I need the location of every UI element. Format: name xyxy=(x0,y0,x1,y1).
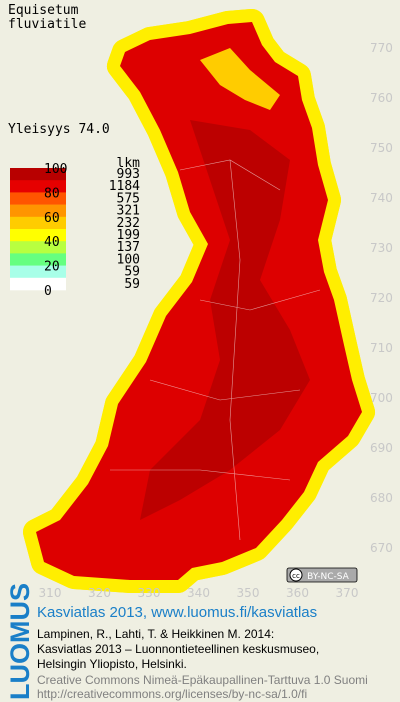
x-label: 320 xyxy=(88,586,111,600)
borders xyxy=(110,159,321,541)
y-label: 710 xyxy=(370,341,393,355)
y-label: 720 xyxy=(370,291,393,305)
count: 575 xyxy=(117,191,140,206)
scale-label: 0 xyxy=(44,284,52,299)
x-label: 360 xyxy=(286,586,309,600)
map-dark xyxy=(140,120,310,520)
count: 59 xyxy=(124,277,140,292)
x-label: 330 xyxy=(138,586,161,600)
x-label: 340 xyxy=(187,586,210,600)
scale-label: 80 xyxy=(44,186,60,201)
count: 993 xyxy=(117,167,140,182)
scale-label: 20 xyxy=(44,260,60,275)
legend-swatch xyxy=(10,204,66,218)
count: 100 xyxy=(117,252,140,267)
legend-swatch xyxy=(10,192,66,205)
citation: Kasviatlas 2013 – Luonnontieteellinen ke… xyxy=(37,642,319,656)
count: 137 xyxy=(117,240,140,255)
legend-swatch xyxy=(10,180,66,193)
legend-swatch xyxy=(10,241,66,254)
y-label: 700 xyxy=(370,391,393,405)
y-label: 750 xyxy=(370,141,393,155)
y-label: 760 xyxy=(370,91,393,105)
y-label: 670 xyxy=(370,541,393,555)
species-name: Equisetum xyxy=(8,3,79,18)
legend-swatch xyxy=(10,229,66,242)
frequency: Yleisyys 74.0 xyxy=(8,122,110,137)
count: 1184 xyxy=(109,179,140,194)
legend-swatch xyxy=(10,216,66,230)
x-label: 370 xyxy=(336,586,359,600)
legend-swatch xyxy=(10,277,66,291)
link[interactable]: Kasviatlas 2013, www.luomus.fi/kasviatla… xyxy=(37,604,317,621)
citation: Helsingin Yliopisto, Helsinki. xyxy=(37,657,187,671)
count: 321 xyxy=(117,204,140,219)
count: 59 xyxy=(124,265,140,280)
license-url[interactable]: http://creativecommons.org/licenses/by-n… xyxy=(37,687,307,701)
license-text: Creative Commons Nimeä-Epäkaupallinen-Ta… xyxy=(37,673,368,687)
count-header: lkm xyxy=(117,156,141,171)
scale-label: 40 xyxy=(44,235,60,250)
scale-label: 60 xyxy=(44,211,60,226)
count: 232 xyxy=(117,216,140,231)
y-label: 680 xyxy=(370,491,393,505)
y-label: 690 xyxy=(370,441,393,455)
legend-swatch xyxy=(10,253,66,266)
y-label: 740 xyxy=(370,191,393,205)
cc-mark: cc xyxy=(292,572,300,580)
y-label: 730 xyxy=(370,241,393,255)
citation: Lampinen, R., Lahti, T. & Heikkinen M. 2… xyxy=(37,627,274,641)
license-tag: BY-NC-SA xyxy=(307,572,350,582)
license-badge: cc BY-NC-SA xyxy=(286,567,358,583)
legend-swatch xyxy=(10,168,66,181)
legend-swatch xyxy=(10,265,66,279)
x-label: 350 xyxy=(237,586,260,600)
scale-label: 100 xyxy=(44,162,67,177)
map xyxy=(23,9,375,593)
map-inner-band xyxy=(200,48,280,110)
x-label: 310 xyxy=(39,586,62,600)
species-name: fluviatile xyxy=(8,17,86,32)
y-label: 770 xyxy=(370,41,393,55)
count: 199 xyxy=(117,228,140,243)
logo: LUOMUS xyxy=(5,583,35,700)
